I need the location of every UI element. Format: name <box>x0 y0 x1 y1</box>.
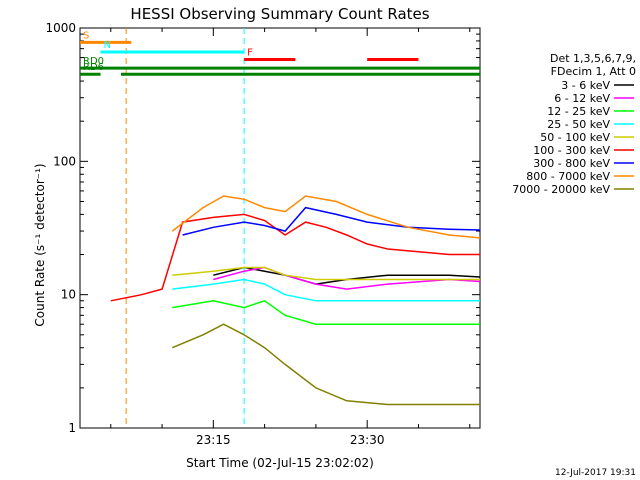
y-axis-label: Count Rate (s⁻¹ detector⁻¹) <box>33 163 47 326</box>
flag-label-N: N <box>104 40 111 51</box>
plot-frame <box>79 27 481 429</box>
chart-title: HESSI Observing Summary Count Rates <box>130 5 429 23</box>
legend-header-line: Det 1,3,5,6,7,9, <box>550 52 636 65</box>
series-line-6 <box>182 206 480 236</box>
legend-entry-label: 25 - 50 keV <box>547 118 610 131</box>
series-line-2 <box>172 299 480 325</box>
series-line-5 <box>110 213 480 302</box>
flag-label-RD6: RD6 <box>83 62 104 73</box>
y-tick-label: 10 <box>61 288 76 302</box>
legend-header-line: FDecim 1, Att 0 <box>551 65 636 78</box>
legend-entry-label: 3 - 6 keV <box>561 79 610 92</box>
series-line-7 <box>171 195 480 239</box>
x-tick-label: 23:15 <box>196 433 231 447</box>
y-tick-label: 1000 <box>45 21 76 35</box>
date-stamp: 12-Jul-2017 19:31 <box>555 468 636 478</box>
legend-entry-label: 800 - 7000 keV <box>526 170 610 183</box>
legend-entry-label: 50 - 100 keV <box>540 131 610 144</box>
x-tick-label: 23:30 <box>350 433 385 447</box>
legend-entry-label: 6 - 12 keV <box>554 92 610 105</box>
flag-label-RD0: RD0 <box>83 56 104 67</box>
legend-entry-label: 7000 - 20000 keV <box>512 183 610 196</box>
flag-label-F: F <box>247 48 253 59</box>
series-line-8 <box>172 323 480 406</box>
y-tick-label: 1 <box>68 421 76 435</box>
flag-label-S: S <box>83 30 89 41</box>
legend: Det 1,3,5,6,7,9,FDecim 1, Att 03 - 6 keV… <box>512 52 636 196</box>
y-tick-label: 100 <box>53 154 76 168</box>
legend-entry-label: 100 - 300 keV <box>533 144 610 157</box>
series-line-4 <box>172 266 480 281</box>
series-line-3 <box>172 278 480 302</box>
legend-entry-label: 300 - 800 keV <box>533 157 610 170</box>
x-axis-label: Start Time (02-Jul-15 23:02:02) <box>186 456 374 470</box>
series-line-1 <box>213 266 480 290</box>
legend-entry-label: 12 - 25 keV <box>547 105 610 118</box>
